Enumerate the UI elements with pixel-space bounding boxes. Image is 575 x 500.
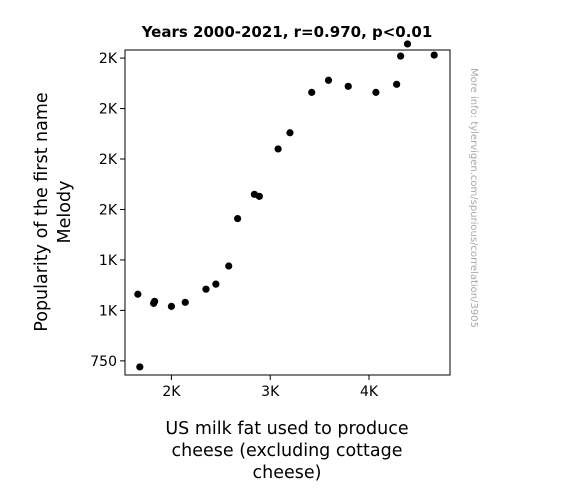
plot-frame bbox=[124, 49, 451, 376]
x-axis-ticks: 2K 3K 4K bbox=[162, 375, 379, 400]
data-point bbox=[308, 88, 316, 96]
data-point bbox=[181, 298, 189, 306]
y-tick-label: 2K bbox=[99, 152, 118, 168]
data-points bbox=[134, 40, 438, 371]
data-point bbox=[255, 192, 263, 200]
data-point bbox=[225, 262, 233, 270]
y-tick-label: 2K bbox=[99, 102, 118, 118]
y-tick-label: 2K bbox=[99, 202, 118, 218]
data-point bbox=[134, 290, 142, 298]
data-point bbox=[212, 280, 220, 288]
data-point bbox=[344, 82, 352, 90]
data-point bbox=[151, 297, 159, 305]
x-tick-label: 4K bbox=[360, 384, 379, 400]
y-tick-label: 2K bbox=[99, 51, 118, 67]
data-point bbox=[372, 88, 380, 96]
data-point bbox=[286, 129, 294, 137]
x-tick-label: 2K bbox=[162, 384, 181, 400]
x-axis-label-line-1: US milk fat used to produce bbox=[165, 419, 408, 439]
data-point bbox=[397, 52, 405, 60]
x-tick-label: 3K bbox=[261, 384, 280, 400]
data-point bbox=[136, 363, 144, 371]
y-tick-label: 1K bbox=[99, 253, 118, 269]
data-point bbox=[393, 80, 401, 88]
chart-title: Years 2000-2021, r=0.970, p<0.01 bbox=[141, 23, 433, 41]
y-tick-label: 750 bbox=[90, 354, 117, 370]
x-axis-label-line-2: cheese (excluding cottage bbox=[172, 441, 403, 461]
data-point bbox=[324, 76, 333, 84]
data-point bbox=[202, 285, 210, 293]
data-point bbox=[234, 214, 242, 223]
data-point bbox=[403, 40, 412, 48]
y-tick-label: 1K bbox=[99, 303, 118, 319]
data-point bbox=[274, 145, 282, 153]
data-point bbox=[167, 302, 176, 310]
y-axis-label-line-1: Popularity of the first name bbox=[32, 92, 52, 331]
source-note: More info: tylervigen.com/spurious/corre… bbox=[468, 68, 479, 328]
y-axis-ticks: 750 1K 1K 2K 2K 2K 2K bbox=[90, 51, 125, 370]
x-axis-label-line-3: cheese) bbox=[253, 463, 322, 483]
data-point bbox=[430, 51, 438, 59]
y-axis-label-line-2: Melody bbox=[55, 181, 75, 244]
